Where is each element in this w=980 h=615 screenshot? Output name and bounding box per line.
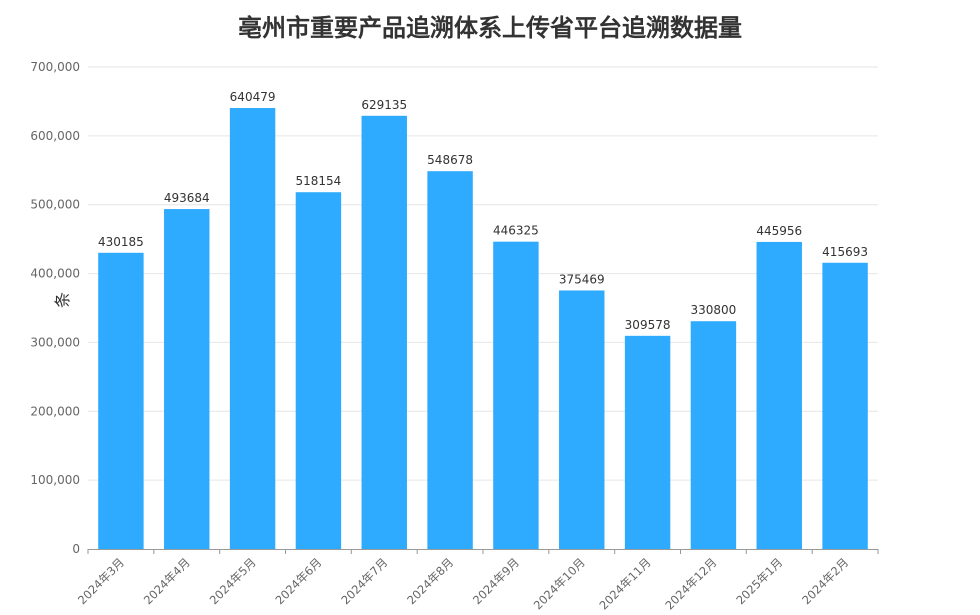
bar <box>822 262 868 549</box>
bar <box>756 241 802 550</box>
x-tick-label: 2024年9月 <box>470 555 522 607</box>
y-tick-label: 100,000 <box>30 473 80 487</box>
x-tick-label: 2024年2月 <box>799 555 851 607</box>
y-axis-label: 条 <box>53 292 72 308</box>
chart-title: 亳州市重要产品追溯体系上传省平台追溯数据量 <box>238 14 742 42</box>
x-tick-label: 2024年12月 <box>662 555 719 612</box>
x-tick-label: 2024年3月 <box>75 555 127 607</box>
y-tick-label: 200,000 <box>30 404 80 418</box>
bar <box>624 335 671 549</box>
data-label: 375469 <box>559 272 605 286</box>
y-tick-label: 600,000 <box>30 129 80 143</box>
bar <box>361 115 407 549</box>
data-label: 415693 <box>822 245 868 259</box>
bars <box>98 107 868 550</box>
bar <box>493 241 539 550</box>
data-label: 640479 <box>230 90 276 104</box>
bar <box>98 252 144 549</box>
bar <box>559 290 605 549</box>
y-tick-label: 300,000 <box>30 335 80 349</box>
data-label: 446325 <box>493 224 539 238</box>
bar <box>295 192 342 549</box>
data-label: 445956 <box>756 224 802 238</box>
data-label: 309578 <box>625 318 671 332</box>
x-tick-label: 2024年6月 <box>272 555 324 607</box>
data-label: 430185 <box>98 235 144 249</box>
y-tick-label: 700,000 <box>30 60 80 74</box>
x-tick-label: 2024年10月 <box>531 555 588 612</box>
grid-lines <box>88 66 878 481</box>
data-label: 493684 <box>164 191 210 205</box>
y-tick-label: 0 <box>72 542 80 556</box>
x-tick-label: 2024年4月 <box>141 555 193 607</box>
y-tick-label: 500,000 <box>30 198 80 212</box>
data-label: 518154 <box>296 174 342 188</box>
x-tick-label: 2024年7月 <box>338 555 390 607</box>
bar <box>229 107 276 549</box>
bar <box>690 321 737 549</box>
bar <box>427 171 473 550</box>
data-labels: 430185 493684 640479 518154 629135 548678 4463… <box>98 90 868 332</box>
data-label: 330800 <box>691 303 737 317</box>
y-tick-label: 400,000 <box>30 267 80 281</box>
x-tick-label: 2024年5月 <box>207 555 259 607</box>
x-tick-label: 2025年1月 <box>733 555 785 607</box>
bar <box>164 209 210 550</box>
x-tick-label: 2024年8月 <box>404 555 456 607</box>
data-label: 548678 <box>427 153 473 167</box>
data-label: 629135 <box>361 98 407 112</box>
x-tick-label: 2024年11月 <box>596 555 653 612</box>
